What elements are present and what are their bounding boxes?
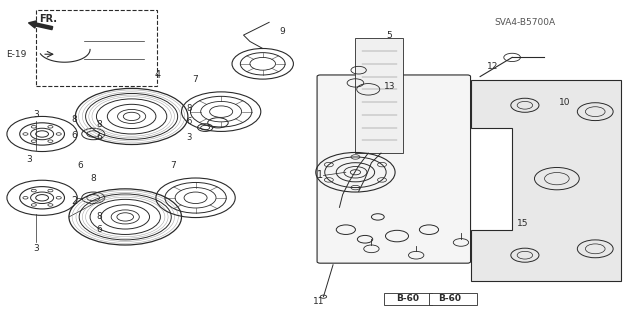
Text: 2: 2 [71,196,77,206]
Text: 11: 11 [312,297,324,306]
Text: 8: 8 [97,120,102,129]
Text: 8: 8 [71,115,77,124]
FancyBboxPatch shape [317,75,470,263]
Bar [429,293,477,305]
Text: 6: 6 [97,133,102,142]
Text: 15: 15 [517,219,529,228]
Text: 3: 3 [33,244,38,253]
Text: 3: 3 [33,110,38,119]
Bar [355,38,403,153]
Text: 4: 4 [154,70,160,80]
Text: 5: 5 [387,31,392,40]
Text: B-60: B-60 [438,294,461,303]
Bar [36,10,157,86]
Text: SVA4-B5700A: SVA4-B5700A [494,18,556,27]
Text: 1: 1 [317,170,323,181]
Text: 8: 8 [186,104,192,113]
Text: 7: 7 [193,75,198,84]
Text: 6: 6 [71,131,77,140]
Text: 12: 12 [487,63,499,71]
Text: B-60: B-60 [396,294,419,303]
Text: 3: 3 [186,133,192,142]
Text: 7: 7 [170,161,176,170]
Text: 13: 13 [383,82,395,91]
Text: 8: 8 [90,174,96,183]
Text: 6: 6 [77,161,83,170]
Text: E-19: E-19 [6,50,26,59]
Polygon shape [470,80,621,281]
Text: 8: 8 [97,212,102,221]
Text: 6: 6 [186,117,192,126]
Bar [384,293,432,305]
Text: 9: 9 [279,27,285,36]
Text: FR.: FR. [40,14,58,24]
Text: 3: 3 [26,155,32,164]
Text: 10: 10 [559,98,570,107]
Text: 6: 6 [97,225,102,234]
